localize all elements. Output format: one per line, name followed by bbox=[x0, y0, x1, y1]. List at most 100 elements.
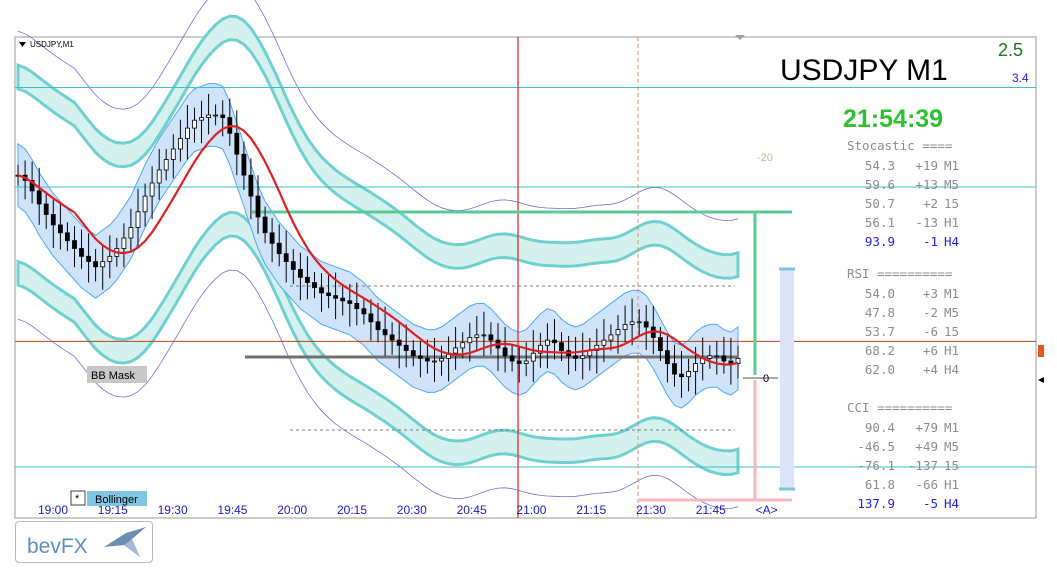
cci-value: -46.5 bbox=[857, 439, 895, 454]
clock: 21:54:39 bbox=[843, 105, 943, 133]
candle-body bbox=[545, 339, 550, 346]
candle-body bbox=[100, 261, 106, 268]
candle-body bbox=[142, 195, 148, 213]
candle-body bbox=[721, 355, 727, 362]
bollinger-button[interactable] bbox=[87, 491, 147, 506]
candle-body bbox=[417, 355, 423, 359]
candle-body bbox=[707, 355, 713, 359]
price-marker bbox=[1038, 345, 1044, 357]
candle-body bbox=[432, 360, 437, 363]
stochastic-change: +13 bbox=[915, 177, 938, 192]
candle-body bbox=[643, 321, 649, 328]
outer-band-upper bbox=[16, 14, 740, 280]
cci-change: -5 bbox=[923, 496, 938, 511]
candle-body bbox=[319, 287, 324, 294]
candle-body bbox=[474, 334, 480, 338]
x-tick-label: 21:15 bbox=[576, 503, 606, 517]
rsi-timeframe: 15 bbox=[944, 324, 959, 339]
candle-body bbox=[333, 295, 339, 299]
rsi-timeframe: M5 bbox=[944, 305, 959, 320]
stochastic-value: 59.6 bbox=[865, 177, 895, 192]
x-tick-label: 19:45 bbox=[217, 503, 247, 517]
cci-value: 137.9 bbox=[857, 496, 895, 511]
zero-mark: 0 bbox=[763, 373, 769, 385]
cci-timeframe: H1 bbox=[944, 477, 959, 492]
cci-timeframe: M5 bbox=[944, 439, 959, 454]
candle-body bbox=[184, 127, 190, 140]
candle-body bbox=[601, 339, 607, 346]
candle-body bbox=[665, 350, 670, 365]
cci-timeframe: M1 bbox=[944, 420, 959, 435]
stat-bottom: 3.4 bbox=[1012, 71, 1029, 85]
candle-body bbox=[502, 347, 508, 357]
rsi-timeframe: M1 bbox=[944, 286, 959, 301]
candle-body bbox=[36, 190, 42, 205]
x-tick-label: 20:15 bbox=[337, 503, 367, 517]
candle-body bbox=[396, 339, 402, 346]
candle-body bbox=[552, 339, 557, 344]
candle-body bbox=[580, 355, 586, 359]
candle-body bbox=[481, 334, 487, 337]
candle-body bbox=[608, 334, 614, 341]
candle-body bbox=[410, 350, 416, 357]
candle-body bbox=[523, 360, 529, 364]
rsi-value: 62.0 bbox=[865, 362, 895, 377]
chart-shift-icon[interactable] bbox=[735, 35, 745, 40]
chart-menu-icon[interactable] bbox=[19, 42, 26, 47]
candle-body bbox=[65, 232, 70, 242]
candle-body bbox=[276, 242, 282, 255]
candle-body bbox=[615, 329, 621, 336]
stochastic-value: 93.9 bbox=[865, 234, 895, 249]
candle-body bbox=[636, 321, 642, 324]
candle-body bbox=[340, 297, 346, 302]
candle-body bbox=[128, 227, 134, 239]
candle-body bbox=[241, 153, 247, 176]
candle-body bbox=[622, 323, 628, 330]
candle-body bbox=[149, 182, 155, 197]
bb-mask-bg[interactable] bbox=[87, 366, 147, 383]
x-tick-label: 21:30 bbox=[636, 503, 666, 517]
candle-body bbox=[361, 308, 367, 315]
stochastic-timeframe: H4 bbox=[944, 234, 959, 249]
envelope-lower bbox=[17, 269, 739, 509]
x-tick-label: 21:45 bbox=[696, 503, 726, 517]
cci-value: 90.4 bbox=[865, 420, 895, 435]
x-tick-label: 20:45 bbox=[457, 503, 487, 517]
stochastic-value: 56.1 bbox=[865, 215, 895, 230]
candle-body bbox=[93, 261, 98, 268]
candle-body bbox=[135, 211, 141, 228]
rsi-value: 54.0 bbox=[865, 286, 895, 301]
candle-body bbox=[43, 203, 49, 215]
candle-body bbox=[672, 363, 677, 375]
rsi-timeframe: H1 bbox=[944, 343, 959, 358]
candle-body bbox=[354, 302, 360, 309]
candle-body bbox=[679, 373, 684, 378]
rsi-header: RSI ========== bbox=[847, 266, 952, 281]
candle-body bbox=[573, 355, 578, 359]
candle-body bbox=[297, 268, 303, 278]
candle-body bbox=[403, 344, 409, 351]
candle-body bbox=[177, 138, 183, 150]
x-tick-label: 20:30 bbox=[397, 503, 427, 517]
rsi-change: +3 bbox=[923, 286, 938, 301]
bollinger-toggle[interactable] bbox=[70, 490, 86, 506]
shift-marker-icon bbox=[1038, 377, 1044, 383]
stochastic-value: 50.7 bbox=[865, 196, 895, 211]
stat-top: 2.5 bbox=[998, 40, 1023, 60]
chart-title: USDJPY M1 bbox=[780, 54, 948, 87]
candle-body bbox=[368, 313, 374, 323]
candle-body bbox=[453, 347, 459, 354]
x-tick-label: 21:00 bbox=[516, 503, 546, 517]
candle-body bbox=[530, 352, 536, 362]
stochastic-change: -13 bbox=[915, 215, 938, 230]
scale-bar bbox=[780, 269, 794, 490]
candle-body bbox=[156, 169, 162, 184]
rsi-value: 68.2 bbox=[865, 343, 895, 358]
candle-body bbox=[714, 355, 720, 358]
candle-body bbox=[658, 337, 663, 352]
bollinger-toggle-mark: * bbox=[75, 493, 80, 505]
cci-change: +79 bbox=[915, 420, 938, 435]
logo: bevFX bbox=[15, 521, 153, 563]
cci-timeframe: H4 bbox=[944, 496, 959, 511]
candle-body bbox=[107, 255, 113, 262]
